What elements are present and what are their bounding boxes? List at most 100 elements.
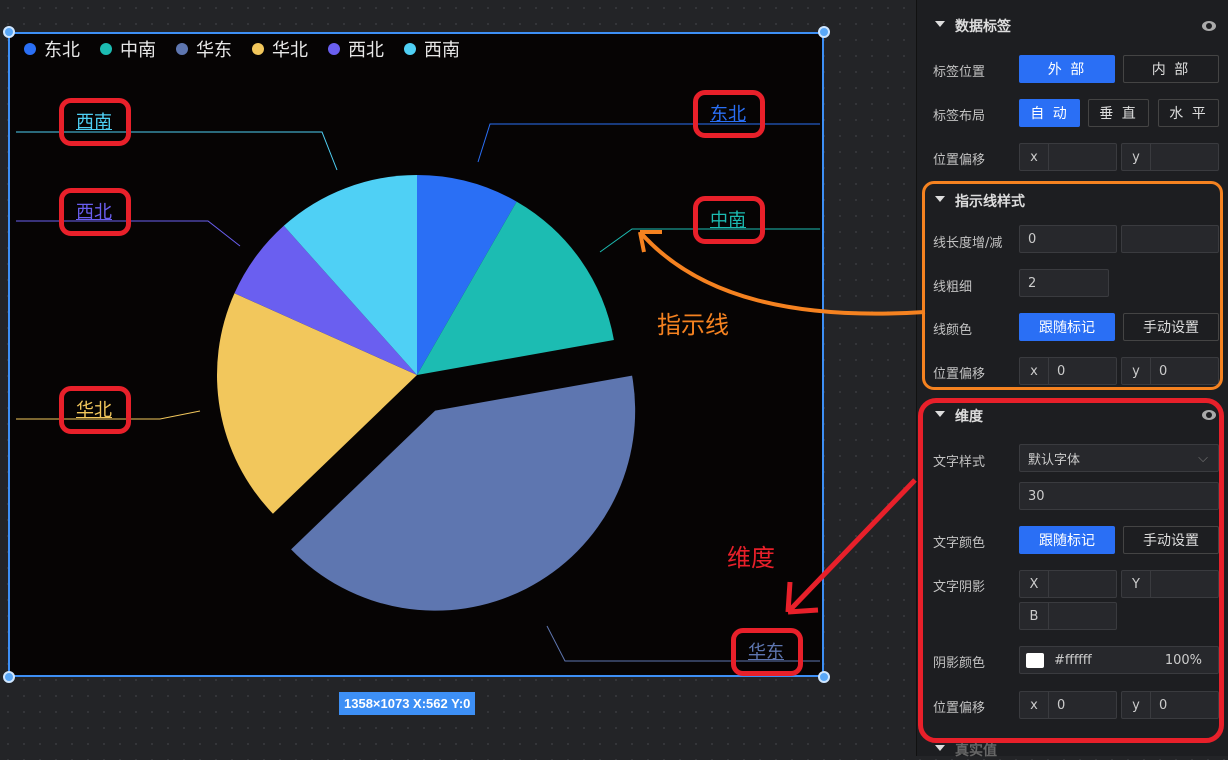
pie-chart <box>16 123 820 662</box>
legend-label: 华北 <box>272 40 308 61</box>
pie-slice-0[interactable] <box>417 175 517 375</box>
guide-line <box>16 220 241 247</box>
text-follow-button[interactable]: 跟随标记 <box>1019 526 1115 554</box>
label-highlight <box>693 90 765 138</box>
label-highlight <box>59 98 131 146</box>
horizontal-button[interactable]: 水 平 <box>1158 99 1219 127</box>
color-swatch[interactable] <box>1026 652 1044 668</box>
line-width-value: 2 <box>1028 275 1037 291</box>
legend-item[interactable]: 东北 <box>24 36 80 62</box>
legend-item[interactable]: 西南 <box>404 36 460 62</box>
shadow-x-input[interactable]: X <box>1019 570 1117 598</box>
pie-slice-1[interactable] <box>417 201 614 375</box>
shadow-blur-input[interactable]: B <box>1019 602 1117 630</box>
font-size-input[interactable]: 30 <box>1019 482 1219 510</box>
font-value: 默认字体 <box>1028 452 1081 468</box>
chevron-down-icon: ⌵ <box>1198 450 1208 466</box>
data-label: 西北 <box>76 202 112 223</box>
y-prefix: y <box>1122 358 1151 384</box>
pie-slice-4[interactable] <box>234 225 417 375</box>
y-prefix: y <box>1122 692 1151 718</box>
chart-canvas[interactable]: 东北 中南 华东 华北 西北 西南 东北 中南 华东 华北 西北 西南 <box>8 32 824 677</box>
pie-slice-5[interactable] <box>283 175 417 375</box>
offset-label: 位置偏移 <box>933 153 986 168</box>
line-length-input-2[interactable] <box>1121 225 1219 253</box>
section-dimension[interactable]: 维度 <box>935 406 983 426</box>
outside-button[interactable]: 外 部 <box>1019 55 1115 83</box>
line-length-label: 线长度增/减 <box>933 236 1003 251</box>
shadow-color-label: 阴影颜色 <box>933 656 986 671</box>
eye-icon[interactable] <box>1202 21 1216 31</box>
legend-dot-icon <box>404 43 416 55</box>
line-color-label: 线颜色 <box>933 323 973 338</box>
section-real-value[interactable]: 真实值 <box>935 740 997 760</box>
resize-handle[interactable] <box>818 671 830 683</box>
y-prefix: y <box>1122 144 1151 170</box>
shadow-color-picker[interactable]: #ffffff 100% <box>1019 646 1219 674</box>
eye-icon[interactable] <box>1202 410 1216 420</box>
label-highlight <box>693 196 765 244</box>
legend-dot-icon <box>100 43 112 55</box>
inside-button[interactable]: 内 部 <box>1123 55 1219 83</box>
legend-item[interactable]: 华北 <box>252 36 308 62</box>
legend-item[interactable]: 华东 <box>176 36 232 62</box>
line-width-input[interactable]: 2 <box>1019 269 1109 297</box>
legend-dot-icon <box>176 43 188 55</box>
vertical-button[interactable]: 垂 直 <box>1088 99 1149 127</box>
y-value: 0 <box>1159 697 1168 713</box>
color-hex: #ffffff <box>1054 652 1092 668</box>
resize-handle[interactable] <box>3 26 15 38</box>
line-length-value: 0 <box>1028 231 1037 247</box>
pie-slice-3[interactable] <box>216 293 417 514</box>
offset-y-input[interactable]: y <box>1121 143 1219 171</box>
line-length-input[interactable]: 0 <box>1019 225 1117 253</box>
auto-button[interactable]: 自 动 <box>1019 99 1080 127</box>
red-arrow <box>788 478 917 612</box>
property-panel: 数据标签 标签位置 外 部 内 部 标签布局 自 动 垂 直 水 平 位置偏移 … <box>916 0 1228 759</box>
label-highlight <box>59 386 131 434</box>
text-color-label: 文字颜色 <box>933 536 986 551</box>
data-label: 华北 <box>76 400 112 421</box>
line-width-label: 线粗细 <box>933 280 973 295</box>
data-label: 华东 <box>748 642 784 663</box>
pie-slice-2[interactable] <box>291 375 636 611</box>
guide-line <box>16 131 338 171</box>
line-manual-button[interactable]: 手动设置 <box>1123 313 1219 341</box>
section-guide-line[interactable]: 指示线样式 <box>935 191 1025 211</box>
legend-label: 西北 <box>348 40 384 61</box>
legend-item[interactable]: 西北 <box>328 36 384 62</box>
x-value: 0 <box>1057 363 1066 379</box>
resize-handle[interactable] <box>818 26 830 38</box>
font-select[interactable]: 默认字体 ⌵ <box>1019 444 1219 472</box>
offset-x-input[interactable]: x <box>1019 143 1117 171</box>
font-style-label: 文字样式 <box>933 455 986 470</box>
label-layout-label: 标签布局 <box>933 109 986 124</box>
x-value: 0 <box>1057 697 1066 713</box>
shadow-y-input[interactable]: Y <box>1121 570 1219 598</box>
legend-label: 西南 <box>424 40 460 61</box>
x-prefix: x <box>1020 692 1049 718</box>
legend-dot-icon <box>328 43 340 55</box>
legend-dot-icon <box>252 43 264 55</box>
legend-dot-icon <box>24 43 36 55</box>
guide-line <box>477 123 820 163</box>
dim-offset-label: 位置偏移 <box>933 701 986 716</box>
line-follow-button[interactable]: 跟随标记 <box>1019 313 1115 341</box>
x-prefix: x <box>1020 358 1049 384</box>
section-data-label[interactable]: 数据标签 <box>935 16 1011 36</box>
color-opacity: 100% <box>1164 652 1202 668</box>
resize-handle[interactable] <box>3 671 15 683</box>
text-manual-button[interactable]: 手动设置 <box>1123 526 1219 554</box>
line-offset-label: 位置偏移 <box>933 367 986 382</box>
text-shadow-label: 文字阴影 <box>933 580 986 595</box>
legend-item[interactable]: 中南 <box>100 36 156 62</box>
label-highlight <box>59 188 131 236</box>
data-label: 东北 <box>710 104 746 125</box>
b-prefix: B <box>1020 603 1049 629</box>
label-position-label: 标签位置 <box>933 65 986 80</box>
